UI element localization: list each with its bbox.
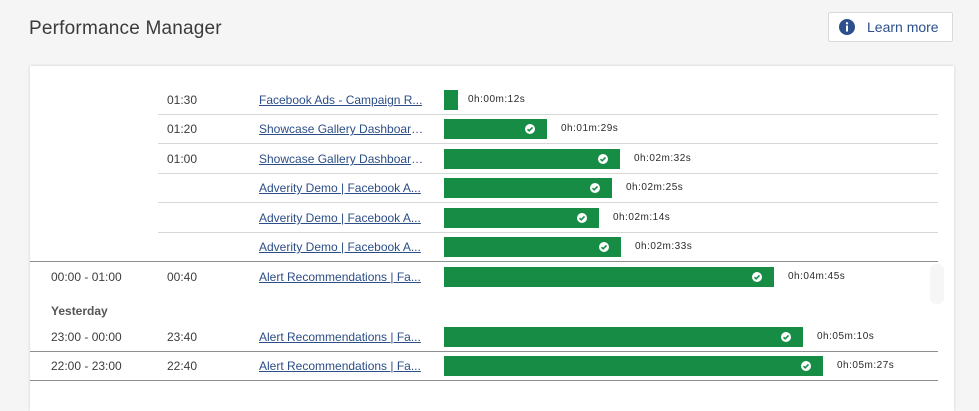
row-divider <box>158 114 938 115</box>
learn-more-label: Learn more <box>867 19 939 35</box>
run-row: 01:30 Facebook Ads - Campaign R... 0h:00m:… <box>30 86 938 115</box>
row-divider <box>158 232 938 233</box>
duration-bar[interactable] <box>444 267 774 287</box>
time-slot: 00:00 - 01:00 <box>51 270 122 284</box>
page-header: Performance Manager Learn more <box>0 0 979 60</box>
scroll-handle[interactable] <box>930 264 944 304</box>
time-slot: 22:00 - 23:00 <box>51 359 122 373</box>
check-circle-icon <box>599 242 609 252</box>
start-time: 00:40 <box>167 270 198 284</box>
row-divider <box>158 143 938 144</box>
duration-bar[interactable] <box>444 149 620 169</box>
check-circle-icon <box>801 361 811 371</box>
run-name-link[interactable]: Alert Recommendations | Fa... <box>259 270 421 284</box>
run-row: 23:00 - 00:00 23:40 Alert Recommendations … <box>30 323 938 352</box>
check-circle-icon <box>598 154 608 164</box>
duration-bar[interactable] <box>444 327 803 347</box>
start-time: 23:40 <box>167 330 198 344</box>
start-time: 01:20 <box>167 122 198 136</box>
run-name-link[interactable]: Facebook Ads - Campaign R... <box>259 93 423 107</box>
duration-label: 0h:02m:32s <box>634 153 692 164</box>
performance-panel: 01:30 Facebook Ads - Campaign R... 0h:00m:… <box>30 66 954 411</box>
duration-label: 0h:04m:45s <box>788 271 846 282</box>
run-name-link[interactable]: Adverity Demo | Facebook A... <box>259 211 421 225</box>
run-row: Adverity Demo | Facebook A... 0h:02m:14s <box>30 204 938 233</box>
duration-bar[interactable] <box>444 119 547 139</box>
run-row: Adverity Demo | Facebook A... 0h:02m:25s <box>30 174 938 203</box>
duration-bar[interactable] <box>444 90 458 110</box>
time-slot: 23:00 - 00:00 <box>51 330 122 344</box>
group-label-yesterday: Yesterday <box>51 304 108 318</box>
check-circle-icon <box>781 332 791 342</box>
run-name-link[interactable]: Adverity Demo | Facebook A... <box>259 240 421 254</box>
row-divider <box>30 351 938 352</box>
duration-label: 0h:05m:27s <box>837 360 895 371</box>
duration-label: 0h:02m:14s <box>613 212 671 223</box>
duration-label: 0h:02m:33s <box>635 241 693 252</box>
check-circle-icon <box>752 272 762 282</box>
run-row: 01:00 Showcase Gallery Dashboard... 0h:02m… <box>30 145 938 174</box>
duration-label: 0h:00m:12s <box>468 94 526 105</box>
check-circle-icon <box>590 183 600 193</box>
run-name-link[interactable]: Adverity Demo | Facebook A... <box>259 181 421 195</box>
row-divider <box>30 380 938 381</box>
duration-bar[interactable] <box>444 237 621 257</box>
duration-label: 0h:02m:25s <box>626 182 684 193</box>
run-name-link[interactable]: Showcase Gallery Dashboard... <box>259 122 427 136</box>
run-row: 00:00 - 01:00 00:40 Alert Recommendations … <box>30 263 938 292</box>
learn-more-button[interactable]: Learn more <box>828 12 953 42</box>
run-row: 01:20 Showcase Gallery Dashboard... 0h:01m… <box>30 115 938 144</box>
start-time: 01:30 <box>167 93 198 107</box>
duration-bar[interactable] <box>444 208 599 228</box>
duration-label: 0h:05m:10s <box>817 331 875 342</box>
info-circle-icon <box>839 19 855 35</box>
duration-label: 0h:01m:29s <box>561 123 619 134</box>
run-name-link[interactable]: Showcase Gallery Dashboard... <box>259 152 427 166</box>
start-time: 22:40 <box>167 359 198 373</box>
row-divider <box>158 202 938 203</box>
page-title: Performance Manager <box>29 18 222 39</box>
duration-bar[interactable] <box>444 178 612 198</box>
check-circle-icon <box>525 124 535 134</box>
run-name-link[interactable]: Alert Recommendations | Fa... <box>259 330 421 344</box>
start-time: 01:00 <box>167 152 198 166</box>
duration-bar[interactable] <box>444 356 823 376</box>
check-circle-icon <box>577 213 587 223</box>
run-name-link[interactable]: Alert Recommendations | Fa... <box>259 359 421 373</box>
row-divider <box>158 173 938 174</box>
row-divider <box>30 261 938 262</box>
run-row: 22:00 - 23:00 22:40 Alert Recommendations … <box>30 352 938 381</box>
run-row: Adverity Demo | Facebook A... 0h:02m:33s <box>30 233 938 262</box>
